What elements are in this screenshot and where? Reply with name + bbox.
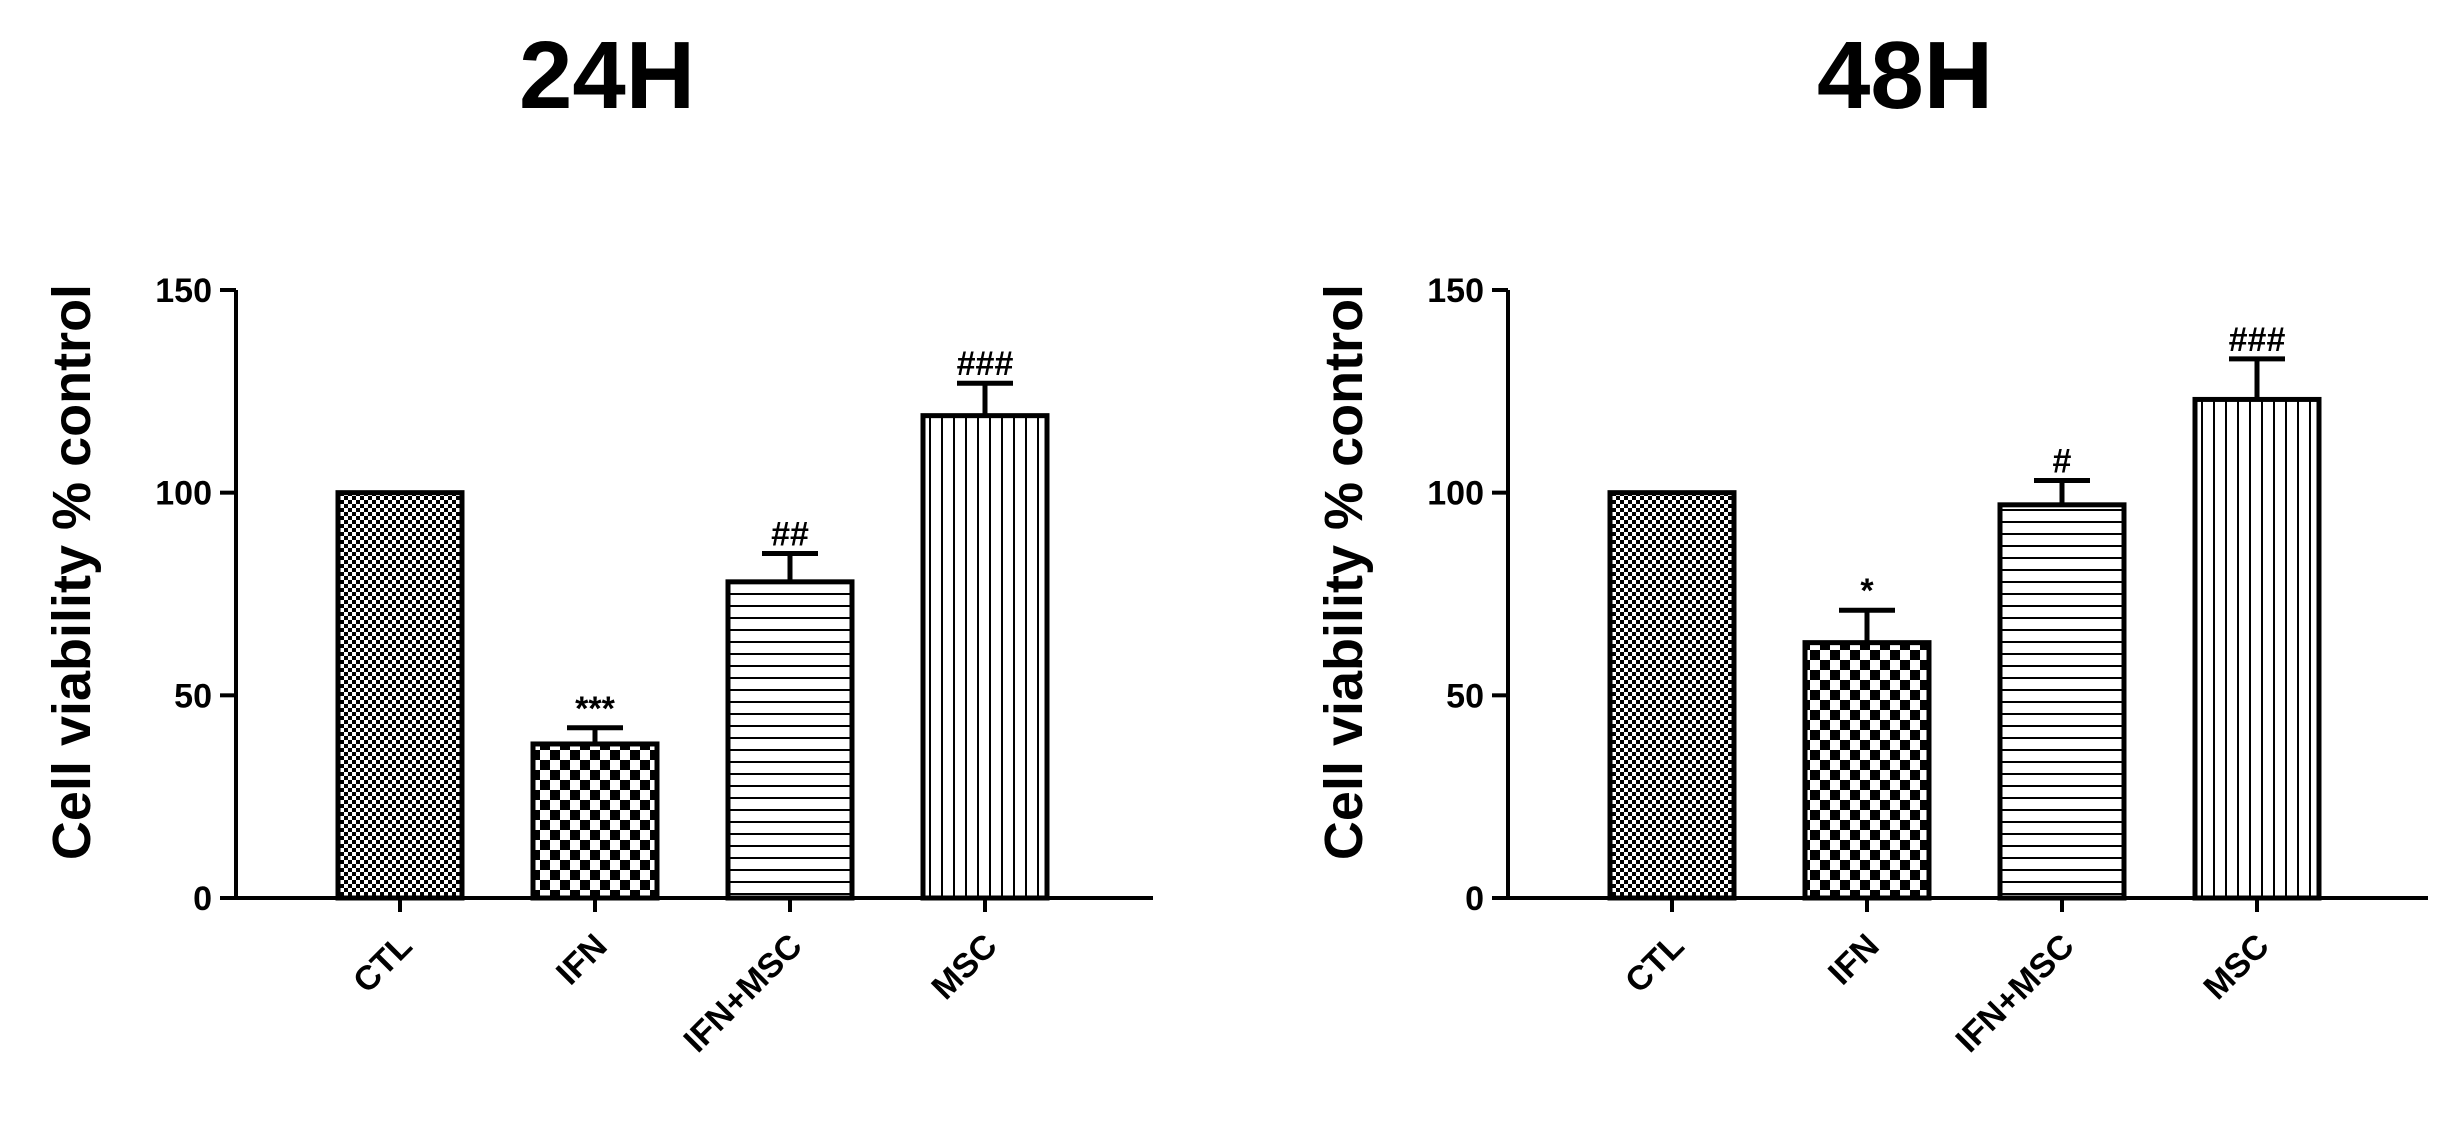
bar-ifn <box>530 741 660 901</box>
significance-label: ### <box>2229 321 2286 359</box>
bar-msc <box>2192 396 2322 901</box>
bar-ifn <box>1802 640 1932 901</box>
bar-msc <box>920 413 1050 901</box>
y-tick-label: 0 <box>1465 880 1484 918</box>
y-tick-label: 150 <box>155 272 212 310</box>
x-tick-label: MSC <box>924 927 1004 1007</box>
bar-ctl <box>335 490 465 901</box>
x-tick-label: CTL <box>346 927 420 1001</box>
y-tick-label: 50 <box>174 677 212 715</box>
x-tick-label: IFN+MSC <box>677 927 810 1060</box>
significance-label: *** <box>575 690 615 728</box>
x-tick-label: IFN <box>549 927 615 993</box>
y-tick-label: 0 <box>193 880 212 918</box>
significance-label: * <box>1860 572 1874 610</box>
plot-area: 0 50 100 150 CTL * IFN # IFN+MSC ### MSC <box>1427 272 2428 1060</box>
plot-area: 0 50 100 150 CTL *** IFN ## IFN+MSC ### MSC <box>155 272 1153 1060</box>
significance-label: # <box>2053 443 2072 481</box>
y-axis-label: Cell viability % control <box>1314 284 1374 860</box>
x-tick-label: MSC <box>2196 927 2276 1007</box>
y-tick-label: 100 <box>155 475 212 513</box>
y-axis-label: Cell viability % control <box>42 284 102 860</box>
significance-label: ### <box>957 345 1014 383</box>
significance-label: ## <box>771 515 809 553</box>
panel-24h: 24H Cell viability % control 0 50 100 150 CT… <box>42 22 1153 1060</box>
bar-ctl <box>1607 490 1737 901</box>
y-tick-label: 100 <box>1427 475 1484 513</box>
bar-ifn-msc <box>1997 502 2127 901</box>
y-tick-label: 50 <box>1446 677 1484 715</box>
x-tick-label: IFN+MSC <box>1949 927 2082 1060</box>
y-tick-label: 150 <box>1427 272 1484 310</box>
panel-title: 48H <box>1817 22 1993 129</box>
x-tick-label: CTL <box>1618 927 1692 1001</box>
x-tick-label: IFN <box>1821 927 1887 993</box>
bar-ifn-msc <box>725 579 855 901</box>
panel-48h: 48H Cell viability % control 0 50 100 150 CT… <box>1314 22 2428 1060</box>
panel-title: 24H <box>519 22 695 129</box>
